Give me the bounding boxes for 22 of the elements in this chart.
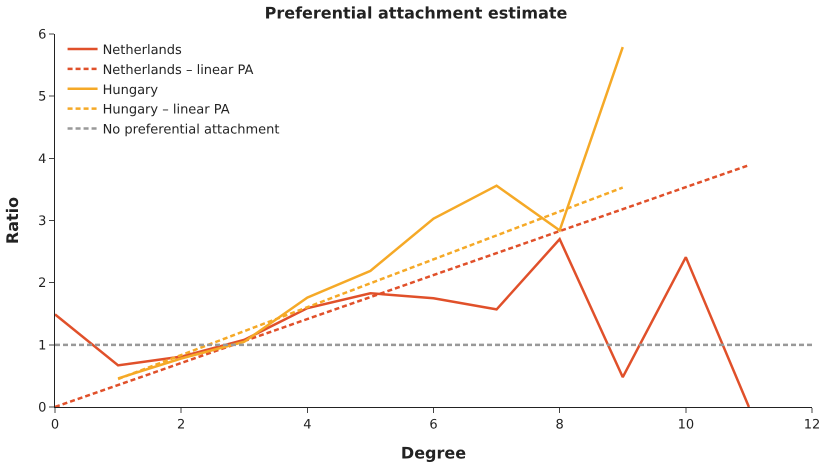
legend-label: Hungary [102,82,158,98]
legend-label: No preferential attachment [102,122,280,138]
legend-label: Hungary – linear PA [102,102,230,118]
legend-label: Netherlands – linear PA [102,62,254,78]
x-axis-title: Degree [400,443,466,462]
y-tick-label: 2 [38,276,46,292]
legend-label: Netherlands [102,43,182,58]
x-tick-label: 8 [556,418,564,433]
x-tick-label: 0 [50,418,60,433]
y-tick-label: 3 [38,214,46,230]
y-tick-label: 5 [38,90,46,105]
x-tick-label: 4 [303,418,312,433]
y-tick-label: 6 [38,28,46,43]
y-tick-label: 0 [38,400,46,416]
x-tick-label: 10 [678,418,694,433]
y-tick-label: 1 [38,338,46,354]
x-tick-label: 2 [177,418,186,433]
y-axis-title: Ratio [3,196,22,244]
x-tick-label: 6 [429,418,438,433]
chart-title: Preferential attachment estimate [264,3,568,22]
y-tick-label: 4 [38,152,46,167]
x-tick-label: 12 [804,418,820,433]
